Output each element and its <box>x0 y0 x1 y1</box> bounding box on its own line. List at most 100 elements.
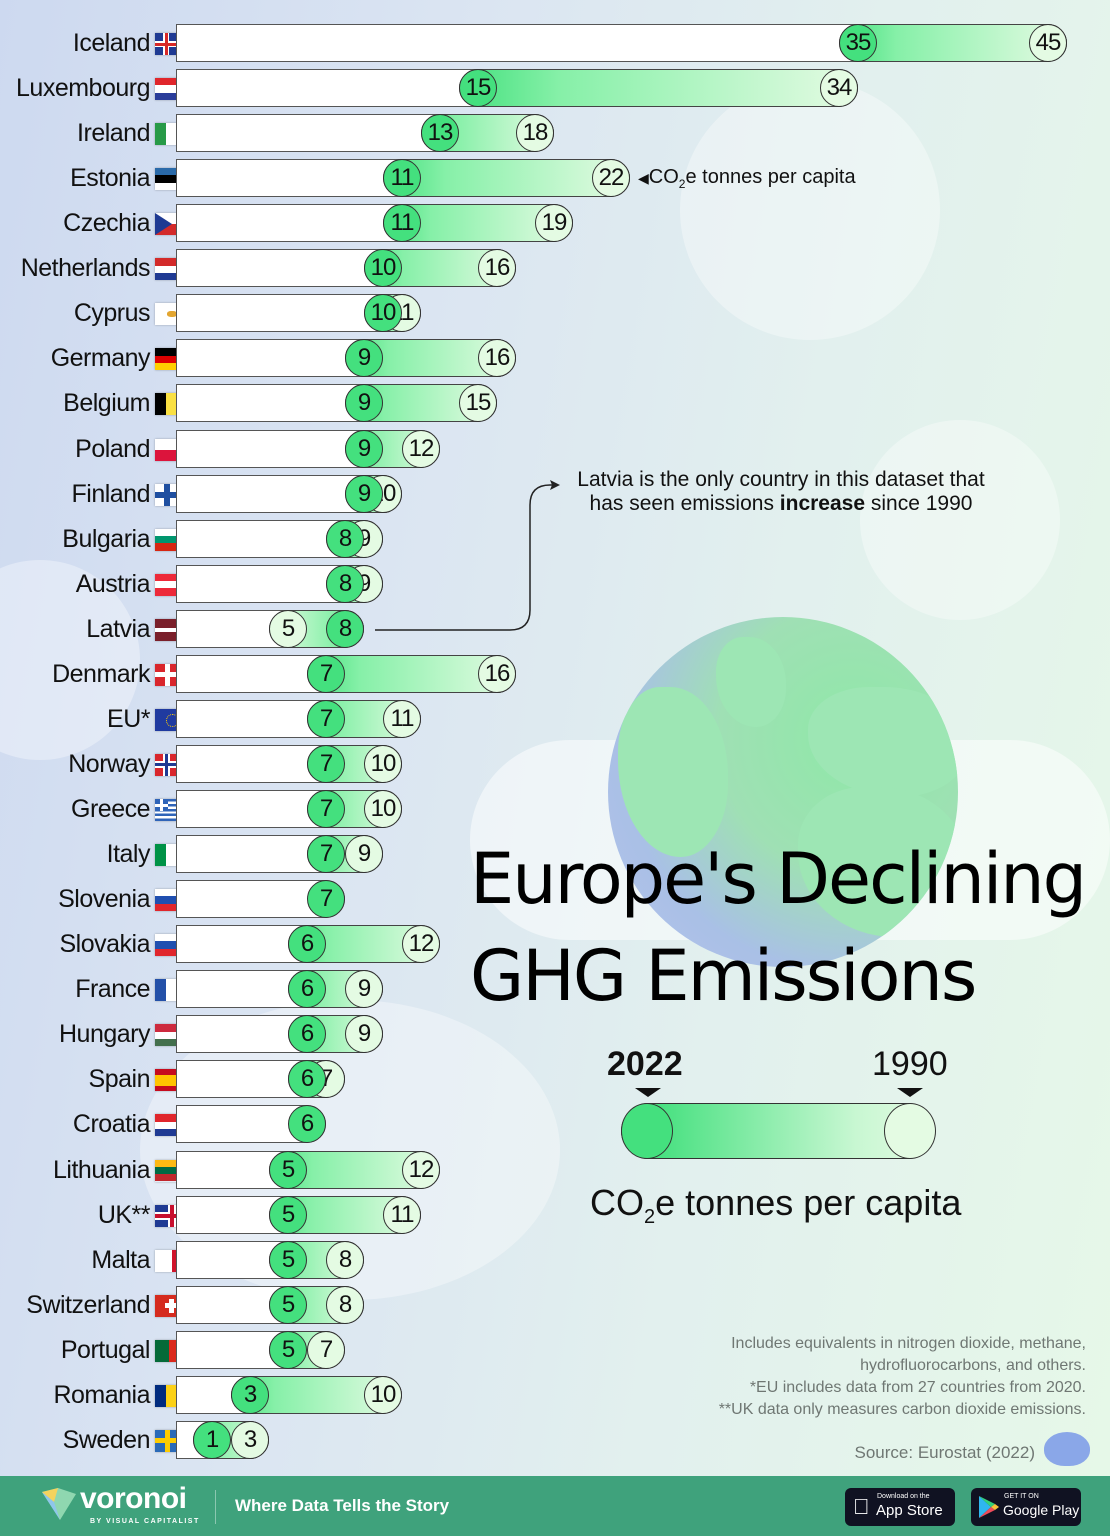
chart-row: Slovenia 7 <box>0 879 1110 919</box>
germany-flag-icon <box>155 348 189 371</box>
google-play-button[interactable]: GET IT ON Google Play <box>971 1488 1081 1526</box>
legend-year-2022: 2022 <box>607 1045 683 1083</box>
legend-unit-co: CO <box>590 1182 644 1223</box>
chart-row: Luxembourg 34 15 <box>0 68 1110 108</box>
caret-down-icon <box>635 1088 661 1097</box>
value-1990: 10 <box>364 790 402 829</box>
country-label: Lithuania <box>53 1155 150 1184</box>
country-label: Sweden <box>62 1425 151 1454</box>
croatia-flag-icon <box>155 1114 189 1137</box>
country-label: Slovenia <box>58 885 150 914</box>
country-label: EU* <box>107 704 150 733</box>
page-title-line2: GHG Emissions <box>470 935 977 1017</box>
country-label: Spain <box>88 1065 151 1094</box>
background-cloud <box>860 420 1060 620</box>
chart-row: Iceland 45 35 <box>0 23 1110 63</box>
slovenia-flag-icon <box>155 889 189 912</box>
app-store-small: Download on the <box>877 1493 930 1500</box>
country-label: Bulgaria <box>62 524 150 553</box>
country-label: Luxembourg <box>16 74 150 103</box>
country-label: Switzerland <box>26 1290 150 1319</box>
value-2022: 1 <box>193 1420 231 1459</box>
chart-row: Spain76 <box>0 1059 1110 1099</box>
caret-down-icon <box>897 1088 923 1097</box>
app-store-button[interactable]:  Download on the App Store <box>845 1488 955 1526</box>
value-1990: 11 <box>383 1195 421 1234</box>
value-1990: 16 <box>478 339 516 378</box>
google-play-small: GET IT ON <box>1004 1493 1039 1500</box>
value-2022: 7 <box>307 790 345 829</box>
chart-row: Portugal 7 5 <box>0 1330 1110 1370</box>
value-1990: 8 <box>326 1240 364 1279</box>
value-1990: 12 <box>402 1150 440 1189</box>
footnote: Includes equivalents in nitrogen dioxide… <box>731 1335 1086 1352</box>
value-1990: 9 <box>345 1015 383 1054</box>
value-1990: 11 <box>383 699 421 738</box>
chart-row: UK** 11 5 <box>0 1195 1110 1235</box>
chart-row: France 9 6 <box>0 969 1110 1009</box>
chart-row: Croatia 6 <box>0 1104 1110 1144</box>
spain-flag-icon <box>155 1069 189 1092</box>
slovakia-flag-icon <box>155 934 189 957</box>
legend: 2022 1990 CO2e tonnes per capita <box>590 1045 961 1228</box>
footer-tagline: Where Data Tells the Story <box>235 1496 450 1515</box>
chart-row: Latvia 5 8 <box>0 609 1110 649</box>
legend-year-1990: 1990 <box>872 1045 948 1083</box>
value-2022: 7 <box>307 744 345 783</box>
voronoi-brand: voronoi <box>80 1482 187 1515</box>
value-2022: 10 <box>364 249 402 288</box>
value-2022: 9 <box>345 429 383 468</box>
page-title-line1: Europe's Declining <box>470 838 1087 920</box>
country-label: Czechia <box>63 209 150 238</box>
footnote: hydrofluorocarbons, and others. <box>860 1357 1086 1374</box>
chart-row: EU* 11 7 <box>0 699 1110 739</box>
country-label: Norway <box>68 749 150 778</box>
value-2022: 8 <box>326 519 364 558</box>
value-2022: 10 <box>364 294 402 333</box>
chart-row: Denmark 16 7 <box>0 654 1110 694</box>
unit-sub: 2 <box>678 177 686 191</box>
google-play-icon <box>979 1496 999 1518</box>
lithuania-flag-icon <box>155 1159 189 1182</box>
caret-left-icon: ◀ <box>638 170 649 186</box>
value-1990: 45 <box>1029 24 1067 62</box>
country-label: Finland <box>71 479 151 508</box>
chart-row: Lithuania 12 5 <box>0 1150 1110 1190</box>
country-label: Poland <box>75 434 150 463</box>
value-1990: 12 <box>402 925 440 964</box>
footnotes: Includes equivalents in nitrogen dioxide… <box>719 1333 1086 1421</box>
country-label: Slovakia <box>59 930 151 959</box>
netherlands-flag-icon <box>155 258 189 281</box>
change-bar <box>459 69 858 108</box>
chart-row: Bulgaria98 <box>0 519 1110 559</box>
legend-unit-sub: 2 <box>644 1206 656 1229</box>
voronoi-brand-sub: BY VISUAL CAPITALIST <box>90 1518 200 1525</box>
value-1990: 34 <box>820 69 858 108</box>
value-1990: 5 <box>269 609 307 648</box>
legend-circle-2022 <box>621 1103 673 1159</box>
value-2022: 6 <box>288 1015 326 1054</box>
change-bar <box>383 159 630 198</box>
value-2022: 7 <box>307 835 345 874</box>
country-label: Malta <box>91 1245 150 1274</box>
chart-row: Belgium 15 9 <box>0 383 1110 423</box>
legend-unit: CO2e tonnes per capita <box>590 1182 961 1229</box>
chart-row: Hungary 9 6 <box>0 1014 1110 1054</box>
value-2022: 6 <box>288 970 326 1009</box>
app-store-big: App Store <box>876 1502 943 1519</box>
country-label: Ireland <box>77 119 150 148</box>
latvia-note-pre: has seen emissions <box>589 492 780 515</box>
chart-row: Cyprus1110 <box>0 293 1110 333</box>
value-2022: 6 <box>288 925 326 964</box>
background-cloud <box>680 80 940 340</box>
chart-row: Czechia 19 11 <box>0 203 1110 243</box>
latvia-note-line2: has seen emissions increase since 1990 <box>569 492 993 516</box>
legend-bar <box>621 1103 935 1159</box>
value-2022: 8 <box>326 609 364 648</box>
country-label: Portugal <box>60 1335 151 1364</box>
value-1990: 16 <box>478 249 516 288</box>
value-1990: 12 <box>402 429 440 468</box>
latvia-note-post: since 1990 <box>865 492 973 515</box>
value-2022: 15 <box>459 69 497 108</box>
country-label: Estonia <box>70 164 150 193</box>
